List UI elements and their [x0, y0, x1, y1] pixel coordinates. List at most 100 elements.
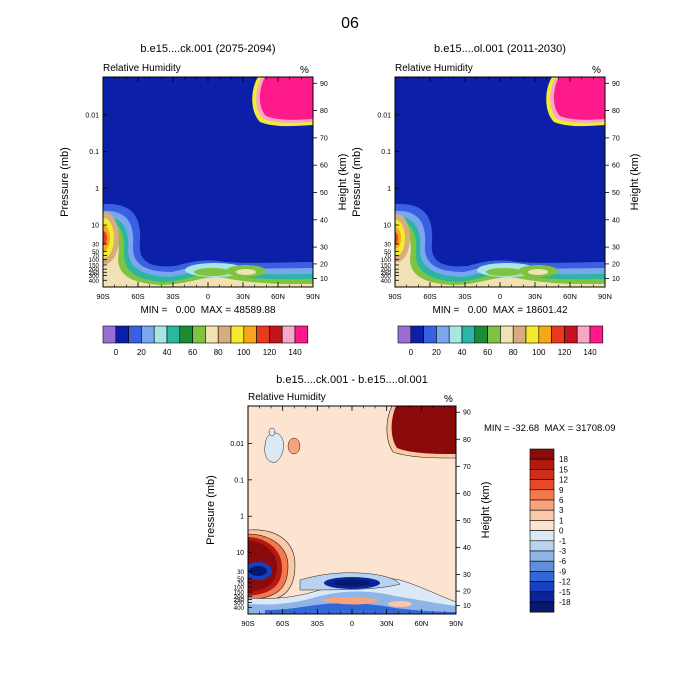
- y2-tick-label: 80: [463, 437, 471, 444]
- colorbar-swatch: [192, 325, 206, 344]
- y2-tick-label: 30: [612, 245, 620, 252]
- colorbar-swatch: [512, 325, 527, 344]
- colorbar-swatch: [141, 325, 155, 344]
- colorbar-swatch: [128, 325, 142, 344]
- colorbar-label: 0: [114, 348, 119, 357]
- colorbar-swatch: [529, 571, 555, 582]
- colorbar-swatch: [576, 325, 591, 344]
- colorbar-swatch: [269, 325, 283, 344]
- y-tick-label: 200: [381, 267, 392, 274]
- colorbar-swatch: [436, 325, 450, 344]
- colorbar-label: -15: [559, 588, 571, 597]
- x-tick-label: 90S: [96, 292, 109, 301]
- panel-b-field: [395, 77, 605, 287]
- colorbar-swatch: [529, 489, 555, 501]
- y-tick-label: 150: [89, 262, 100, 269]
- colorbar-label: -18: [559, 598, 571, 607]
- x-tick-label: 0: [206, 292, 210, 301]
- colorbar-swatch: [564, 325, 578, 344]
- x-tick-label: 60S: [276, 619, 289, 628]
- y2-tick-label: 70: [463, 464, 471, 471]
- x-tick-label: 60S: [131, 292, 144, 301]
- colorbar-swatch: [410, 325, 424, 344]
- y-tick-label: 300: [89, 273, 100, 280]
- colorbar-label: -6: [559, 557, 567, 566]
- y-tick-label: 100: [89, 257, 100, 264]
- panel-c-field: [248, 406, 456, 614]
- panel-a-colorbar: 0 20 40 60 80 100 120 140: [102, 325, 309, 357]
- panel-b-stats: MIN = 0.00 MAX = 18601.42: [432, 305, 568, 316]
- x-tick-label: 30N: [236, 292, 250, 301]
- colorbar-swatch: [487, 325, 501, 344]
- x-tick-label: 90S: [388, 292, 401, 301]
- panel-b-ylabel: Pressure (mb): [351, 147, 363, 217]
- y-tick-label: 200: [89, 267, 100, 274]
- panel-b-colorbar: 0 20 40 60 80 100 120 140: [397, 325, 604, 357]
- panel-a-axes: 90S 60S 30S 0 30N 60N 90N0.010.111030507010015…: [85, 77, 328, 301]
- colorbar-swatch: [474, 325, 488, 344]
- x-tick-label: 0: [498, 292, 502, 301]
- colorbar-label: 80: [509, 348, 518, 357]
- colorbar-swatch: [205, 325, 219, 344]
- y2-tick-label: 60: [463, 491, 471, 498]
- colorbar-label: 120: [558, 348, 572, 357]
- colorbar-label: 60: [483, 348, 492, 357]
- colorbar-swatch: [529, 499, 555, 511]
- x-tick-label: 30N: [380, 619, 394, 628]
- y2-tick-label: 10: [320, 276, 328, 283]
- y2-tick-label: 90: [320, 81, 328, 88]
- y-tick-label: 10: [383, 223, 391, 230]
- y-tick-label: 30: [384, 241, 391, 248]
- panel-b-units: %: [592, 65, 601, 76]
- panel-c-units: %: [444, 394, 453, 405]
- y2-tick-label: 90: [463, 410, 471, 417]
- y-tick-label: 30: [92, 241, 99, 248]
- colorbar-label: 40: [163, 348, 172, 357]
- y-tick-label: 100: [381, 257, 392, 264]
- panel-c-stats: MIN = -32.68 MAX = 31708.09: [484, 423, 616, 434]
- colorbar-label: 9: [559, 486, 564, 495]
- y-tick-label: 250: [89, 270, 100, 277]
- y-tick-label: 300: [234, 600, 245, 607]
- x-tick-label: 90N: [598, 292, 612, 301]
- colorbar-label: 3: [559, 506, 564, 515]
- colorbar-swatch: [529, 601, 555, 613]
- panel-a-variable: Relative Humidity: [103, 63, 181, 74]
- y-tick-label: 10: [91, 223, 99, 230]
- y2-tick-label: 50: [612, 190, 620, 197]
- panel-c-title: b.e15....ck.001 - b.e15....ol.001: [276, 374, 428, 386]
- y-tick-label: 250: [381, 270, 392, 277]
- colorbar-label: 18: [559, 455, 568, 464]
- y2-tick-label: 60: [320, 163, 328, 170]
- colorbar-swatch: [115, 325, 129, 344]
- y-tick-label: 70: [237, 580, 244, 587]
- y-tick-label: 70: [92, 253, 99, 260]
- colorbar-swatch: [397, 325, 412, 344]
- y2-tick-label: 50: [320, 190, 328, 197]
- colorbar-swatch: [179, 325, 193, 344]
- panel-c-axes: 90S 60S 30S 0 30N 60N 90N0.010.111030507010015…: [230, 406, 471, 628]
- colorbar-swatch: [102, 325, 117, 344]
- colorbar-label: -1: [559, 537, 567, 546]
- y-tick-label: 400: [89, 278, 100, 285]
- x-tick-label: 90S: [241, 619, 254, 628]
- page-title: 06: [341, 15, 359, 32]
- panel-c: b.e15....ck.001 - b.e15....ol.001 Relati…: [205, 374, 616, 628]
- colorbar-swatch: [448, 325, 463, 344]
- panel-c-y2label: Height (km): [480, 482, 492, 539]
- y-tick-label: 150: [381, 262, 392, 269]
- y2-tick-label: 90: [612, 81, 620, 88]
- panel-a-title: b.e15....ck.001 (2075-2094): [140, 43, 275, 55]
- panel-a: b.e15....ck.001 (2075-2094) Relative Hum…: [59, 43, 349, 357]
- y-tick-label: 250: [234, 597, 245, 604]
- x-tick-label: 0: [350, 619, 354, 628]
- colorbar-label: 40: [458, 348, 467, 357]
- colorbar-label: 80: [214, 348, 223, 357]
- colorbar-swatch: [529, 560, 555, 572]
- colorbar-label: 140: [288, 348, 302, 357]
- x-tick-label: 30S: [166, 292, 179, 301]
- panel-a-field: [103, 77, 313, 287]
- y-tick-label: 50: [384, 249, 391, 256]
- y-tick-label: 0.01: [377, 112, 391, 119]
